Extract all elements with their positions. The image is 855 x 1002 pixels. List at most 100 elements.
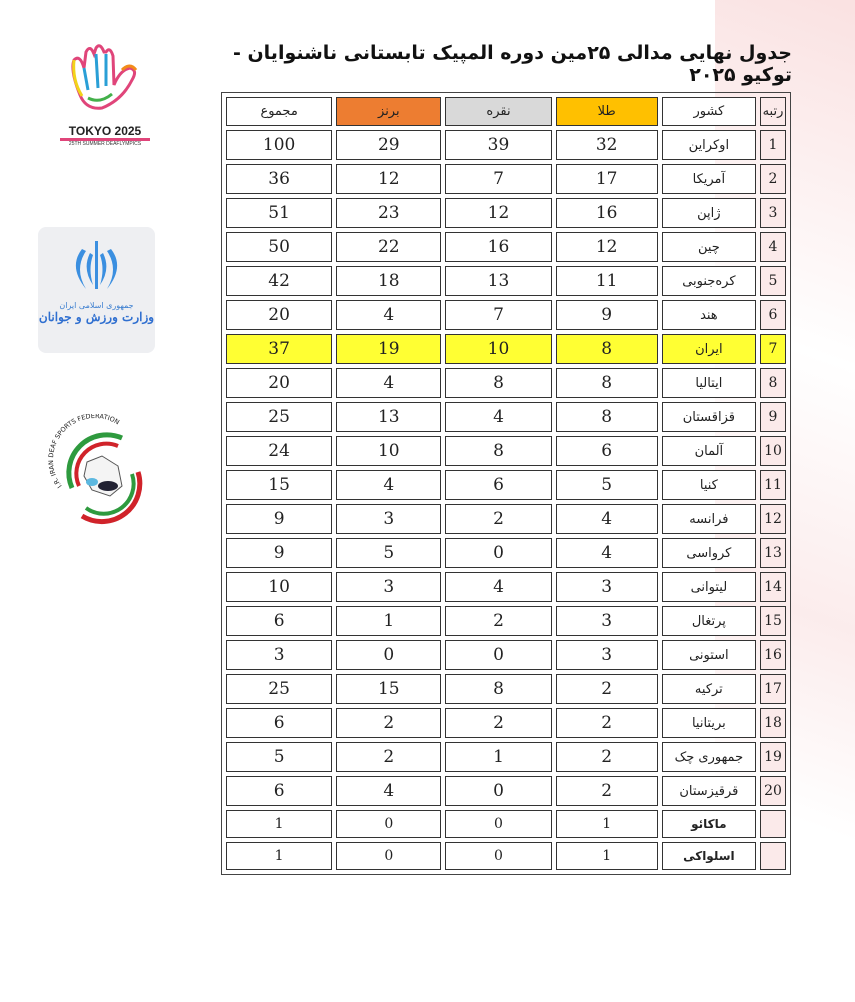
rank-cell: 6 (759, 300, 786, 330)
header-silver: نقره (445, 97, 552, 126)
rank-cell: 20 (759, 776, 786, 806)
gold-cell: 1 (555, 842, 658, 870)
silver-cell: 2 (445, 606, 552, 636)
gold-cell: 3 (555, 606, 658, 636)
gold-cell: 5 (555, 470, 658, 500)
ministry-logo-line2: وزارت ورزش و جوانان (38, 310, 155, 324)
total-cell: 36 (226, 164, 333, 194)
bronze-cell: 0 (336, 810, 442, 838)
rank-cell: 14 (759, 572, 786, 602)
total-cell: 37 (226, 334, 333, 364)
table-row: 11 کنیا 5 6 4 15 (226, 470, 786, 500)
ministry-sports-youth-logo: جمهوری اسلامی ایران وزارت ورزش و جوانان (38, 227, 155, 353)
header-rank: رتبه (759, 97, 786, 126)
silver-cell: 2 (445, 504, 552, 534)
table-row: 3 ژاپن 16 12 23 51 (226, 198, 786, 228)
header-country: کشور (661, 97, 756, 126)
rank-cell: 5 (759, 266, 786, 296)
country-cell: کنیا (661, 470, 756, 500)
hand-logo-icon (71, 44, 138, 110)
rank-cell: 18 (759, 708, 786, 738)
table-row: 1 اوکراین 32 39 29 100 (226, 130, 786, 160)
rank-cell: 1 (759, 130, 786, 160)
silver-cell: 6 (445, 470, 552, 500)
total-cell: 20 (226, 368, 333, 398)
gold-cell: 11 (555, 266, 658, 296)
bronze-cell: 4 (336, 368, 442, 398)
rank-cell: 3 (759, 198, 786, 228)
bronze-cell: 22 (336, 232, 442, 262)
country-cell: کره‌جنوبی (661, 266, 756, 296)
country-cell: قرقیزستان (661, 776, 756, 806)
silver-cell: 0 (445, 538, 552, 568)
silver-cell: 13 (445, 266, 552, 296)
rank-cell: 8 (759, 368, 786, 398)
gold-cell: 3 (555, 640, 658, 670)
table-row: 20 قرقیزستان 2 0 4 6 (226, 776, 786, 806)
gold-cell: 3 (555, 572, 658, 602)
country-cell: جمهوری چک (661, 742, 756, 772)
gold-cell: 17 (555, 164, 658, 194)
bronze-cell: 12 (336, 164, 442, 194)
bronze-cell: 18 (336, 266, 442, 296)
gold-cell: 4 (555, 538, 658, 568)
total-cell: 20 (226, 300, 333, 330)
country-cell: کرواسی (661, 538, 756, 568)
header-total: مجموع (226, 97, 333, 126)
bronze-cell: 3 (336, 504, 442, 534)
silver-cell: 0 (445, 842, 552, 870)
gold-cell: 8 (555, 402, 658, 432)
total-cell: 9 (226, 538, 333, 568)
silver-cell: 0 (445, 640, 552, 670)
page-title: جدول نهایی مدالی ۲۵مین دوره المپیک تابست… (232, 42, 792, 86)
table-row: 2 آمریکا 17 7 12 36 (226, 164, 786, 194)
country-cell: هند (661, 300, 756, 330)
country-cell: پرتغال (661, 606, 756, 636)
gold-cell: 2 (555, 708, 658, 738)
header-gold: طلا (555, 97, 658, 126)
bronze-cell: 0 (336, 842, 442, 870)
bronze-cell: 4 (336, 470, 442, 500)
total-cell: 6 (226, 606, 333, 636)
silver-cell: 8 (445, 368, 552, 398)
bronze-cell: 19 (336, 334, 442, 364)
bronze-cell: 23 (336, 198, 442, 228)
total-cell: 15 (226, 470, 333, 500)
gold-cell: 32 (555, 130, 658, 160)
rank-cell: 15 (759, 606, 786, 636)
table-row: 8 ایتالیا 8 8 4 20 (226, 368, 786, 398)
silver-cell: 7 (445, 300, 552, 330)
table-header-row: رتبه کشور طلا نقره برنز مجموع (226, 97, 786, 126)
gold-cell: 6 (555, 436, 658, 466)
bronze-cell: 10 (336, 436, 442, 466)
silver-cell: 8 (445, 674, 552, 704)
bronze-cell: 5 (336, 538, 442, 568)
rank-cell: 2 (759, 164, 786, 194)
bronze-cell: 13 (336, 402, 442, 432)
table-row: اسلواکی 1 0 0 1 (226, 842, 786, 870)
rank-cell: 16 (759, 640, 786, 670)
silver-cell: 0 (445, 810, 552, 838)
silver-cell: 16 (445, 232, 552, 262)
total-cell: 25 (226, 674, 333, 704)
gold-cell: 2 (555, 776, 658, 806)
rank-cell (759, 810, 786, 838)
table-row: 5 کره‌جنوبی 11 13 18 42 (226, 266, 786, 296)
rank-cell: 7 (759, 334, 786, 364)
table-row: ماکائو 1 0 0 1 (226, 810, 786, 838)
gold-cell: 9 (555, 300, 658, 330)
country-cell: آلمان (661, 436, 756, 466)
total-cell: 1 (226, 842, 333, 870)
silver-cell: 4 (445, 572, 552, 602)
country-cell: قزاقستان (661, 402, 756, 432)
header-bronze: برنز (336, 97, 442, 126)
total-cell: 42 (226, 266, 333, 296)
table-row: 12 فرانسه 4 2 3 9 (226, 504, 786, 534)
gold-cell: 8 (555, 334, 658, 364)
bronze-cell: 1 (336, 606, 442, 636)
table-row: 10 آلمان 6 8 10 24 (226, 436, 786, 466)
silver-cell: 12 (445, 198, 552, 228)
rank-cell: 12 (759, 504, 786, 534)
silver-cell: 10 (445, 334, 552, 364)
rank-cell: 4 (759, 232, 786, 262)
